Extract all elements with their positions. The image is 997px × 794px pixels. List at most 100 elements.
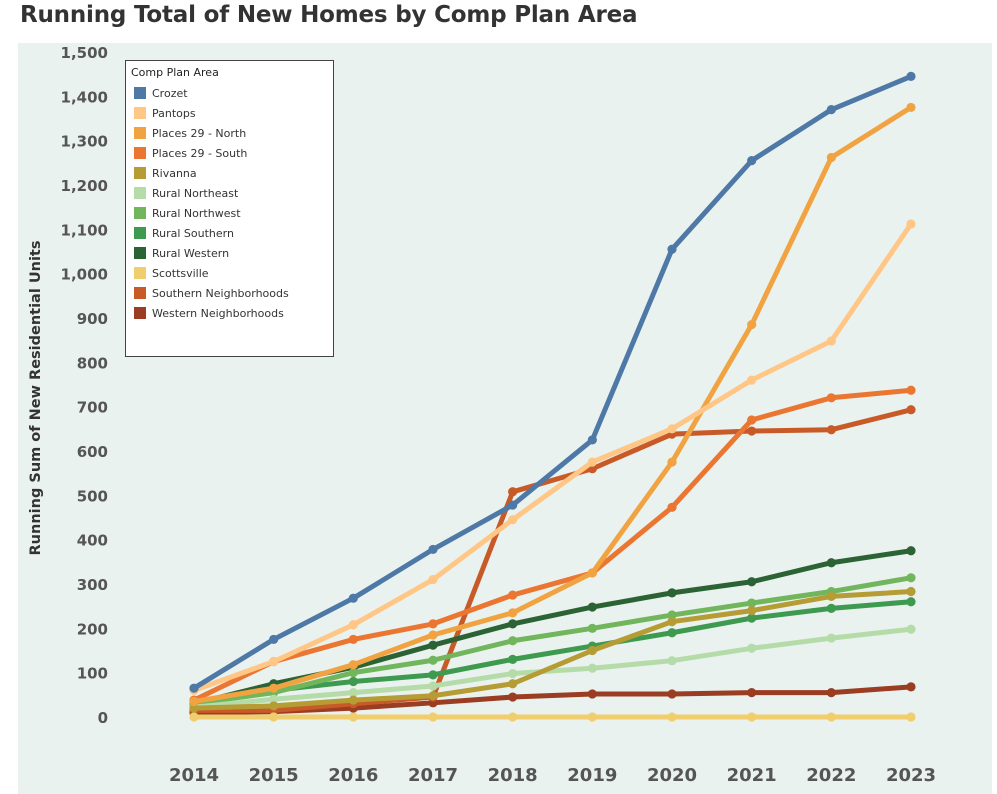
data-point-places-29-north bbox=[189, 696, 199, 707]
legend-label: Southern Neighborhoods bbox=[152, 286, 289, 300]
series-places-29-north bbox=[189, 102, 916, 707]
legend: Comp Plan Area Crozet Pantops Places 29 - … bbox=[125, 60, 334, 357]
series-scottsville bbox=[189, 712, 916, 722]
data-point-rural-western bbox=[826, 558, 836, 568]
legend-item: Rivanna bbox=[131, 163, 333, 183]
data-point-crozet bbox=[348, 593, 358, 603]
legend-swatch bbox=[134, 267, 146, 279]
data-point-western-neighborhoods bbox=[747, 688, 757, 698]
series-line-rural-northwest bbox=[191, 575, 914, 707]
y-tick-label: 1,400 bbox=[61, 88, 108, 106]
data-point-rural-northwest bbox=[747, 598, 757, 608]
data-point-places-29-south bbox=[667, 502, 677, 512]
legend-swatch bbox=[134, 127, 146, 139]
data-point-scottsville bbox=[428, 712, 438, 722]
legend-swatch bbox=[134, 207, 146, 219]
data-point-rural-northeast bbox=[747, 643, 757, 653]
data-point-rural-southern bbox=[747, 613, 757, 623]
data-point-crozet bbox=[906, 71, 916, 81]
data-point-places-29-north bbox=[348, 660, 358, 670]
legend-item: Southern Neighborhoods bbox=[131, 283, 333, 303]
y-axis-ticks: 0 100 200 300 400 500 600 700 800 900 1,000 1,100 1,… bbox=[61, 44, 108, 727]
data-point-rural-northwest bbox=[428, 655, 438, 665]
data-point-rivanna bbox=[428, 691, 438, 701]
x-axis-ticks: 2014 2015 2016 2017 2018 2019 2020 2021 2022 2023 bbox=[169, 765, 936, 786]
legend-label: Rural Western bbox=[152, 246, 230, 260]
data-point-places-29-north bbox=[667, 457, 677, 467]
data-point-rivanna bbox=[747, 606, 757, 616]
data-point-rural-northwest bbox=[508, 636, 518, 646]
x-tick-label: 2014 bbox=[169, 765, 219, 786]
legend-item: Scottsville bbox=[131, 263, 333, 283]
data-point-rivanna bbox=[269, 701, 279, 711]
data-point-scottsville bbox=[906, 712, 916, 722]
series-line-rural-northeast bbox=[191, 626, 914, 710]
data-point-places-29-north bbox=[428, 630, 438, 640]
legend-label: Rivanna bbox=[152, 166, 197, 180]
legend-label: Rural Southern bbox=[152, 226, 234, 240]
legend-items: Crozet Pantops Places 29 - North Places 29 … bbox=[131, 83, 333, 323]
data-point-crozet bbox=[826, 105, 836, 115]
data-point-rural-southern bbox=[906, 597, 916, 607]
legend-swatch bbox=[134, 167, 146, 179]
data-point-rural-northeast bbox=[508, 668, 518, 679]
legend-label: Rural Northwest bbox=[152, 206, 241, 220]
data-point-western-neighborhoods bbox=[906, 682, 916, 692]
data-point-rivanna bbox=[826, 591, 836, 602]
data-point-pantops bbox=[906, 219, 916, 229]
y-tick-label: 600 bbox=[77, 443, 108, 461]
data-point-pantops bbox=[428, 574, 438, 585]
series-line-rural-southern bbox=[191, 599, 914, 708]
data-point-rivanna bbox=[667, 617, 677, 627]
data-point-pantops bbox=[667, 424, 677, 434]
legend-swatch bbox=[134, 147, 146, 159]
data-point-places-29-south bbox=[747, 415, 757, 425]
legend-item: Pantops bbox=[131, 103, 333, 123]
legend-item: Western Neighborhoods bbox=[131, 303, 333, 323]
legend-swatch bbox=[134, 307, 146, 319]
data-point-rural-southern bbox=[826, 603, 836, 613]
legend-item: Rural Northeast bbox=[131, 183, 333, 203]
series-places-29-south bbox=[189, 385, 916, 705]
legend-swatch bbox=[134, 227, 146, 239]
data-point-crozet bbox=[747, 156, 757, 166]
legend-swatch bbox=[134, 247, 146, 259]
series-rivanna bbox=[189, 586, 916, 713]
data-point-rivanna bbox=[189, 703, 199, 713]
data-point-rural-northeast bbox=[826, 633, 836, 643]
data-point-rivanna bbox=[348, 695, 358, 705]
legend-label: Crozet bbox=[152, 86, 188, 100]
legend-swatch bbox=[134, 87, 146, 99]
legend-title: Comp Plan Area bbox=[131, 66, 219, 79]
legend-item: Rural Northwest bbox=[131, 203, 333, 223]
data-point-rural-northeast bbox=[906, 624, 916, 634]
data-point-rural-northwest bbox=[667, 610, 677, 620]
data-point-places-29-north bbox=[587, 568, 597, 578]
y-tick-label: 500 bbox=[77, 487, 108, 505]
legend-item: Places 29 - South bbox=[131, 143, 333, 163]
data-point-places-29-south bbox=[428, 619, 438, 629]
x-tick-label: 2021 bbox=[727, 765, 777, 786]
x-tick-label: 2017 bbox=[408, 765, 458, 786]
data-point-scottsville bbox=[747, 712, 757, 722]
data-point-scottsville bbox=[348, 712, 358, 722]
y-tick-label: 300 bbox=[77, 576, 108, 594]
legend-item: Rural Western bbox=[131, 243, 333, 263]
data-point-pantops bbox=[269, 656, 279, 667]
data-point-places-29-south bbox=[508, 590, 518, 600]
data-point-western-neighborhoods bbox=[667, 689, 677, 699]
x-tick-label: 2019 bbox=[567, 765, 617, 786]
data-point-rural-northwest bbox=[348, 668, 358, 678]
data-point-rivanna bbox=[906, 586, 916, 597]
data-point-places-29-north bbox=[747, 320, 757, 330]
y-tick-label: 700 bbox=[77, 399, 108, 417]
data-point-rivanna bbox=[587, 645, 597, 656]
data-point-pantops bbox=[747, 375, 757, 385]
data-point-places-29-north bbox=[826, 152, 836, 163]
data-point-rural-western bbox=[508, 619, 518, 629]
y-tick-label: 200 bbox=[77, 620, 108, 638]
legend-item: Rural Southern bbox=[131, 223, 333, 243]
series-crozet bbox=[189, 71, 916, 693]
y-tick-label: 900 bbox=[77, 310, 108, 328]
y-tick-label: 100 bbox=[77, 665, 108, 683]
